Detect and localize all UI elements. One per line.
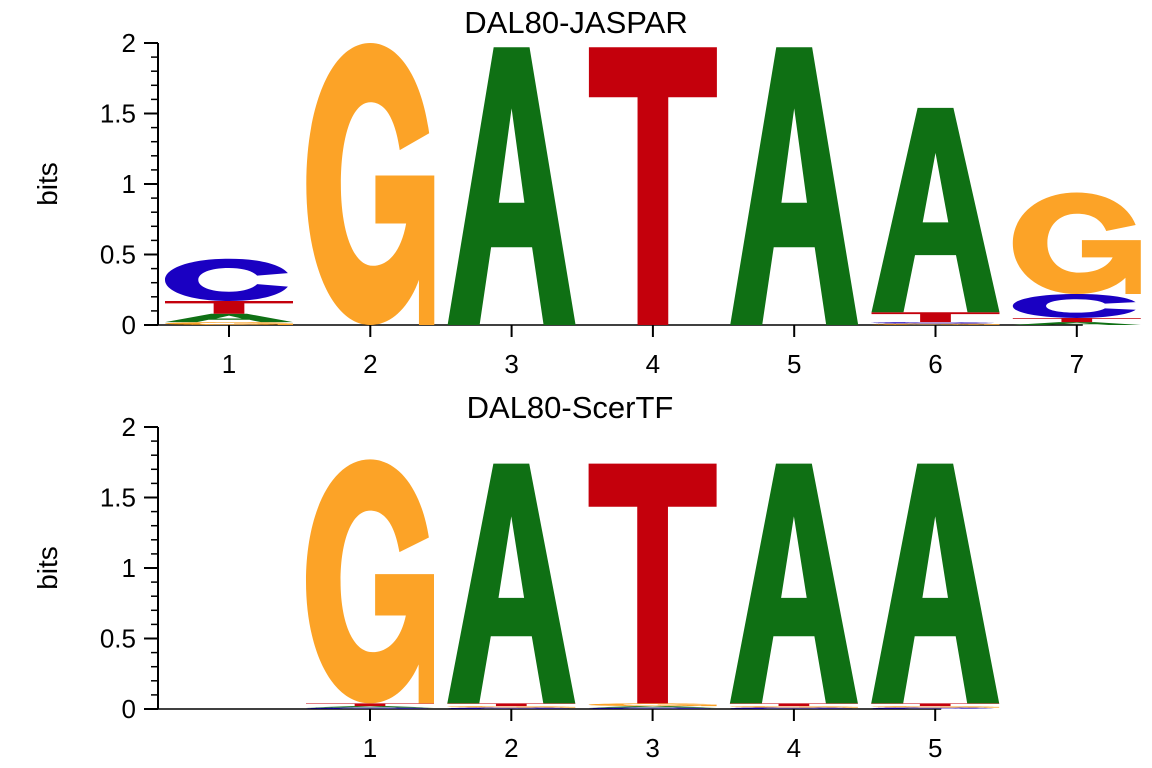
y-tick-label: 1 — [122, 553, 136, 583]
x-tick-label: 1 — [222, 349, 236, 379]
letter-T-pos-1 — [165, 301, 293, 314]
letter-C-pos-6 — [871, 322, 995, 324]
letter-G-pos-5 — [871, 706, 1000, 708]
letter-G-pos-1 — [165, 322, 293, 325]
letter-T-pos-6 — [871, 312, 1000, 323]
y-tick-label: 1 — [122, 169, 136, 199]
letter-C-pos-1 — [165, 258, 288, 302]
y-tick-label: 0 — [122, 310, 136, 340]
letter-G-pos-7 — [1012, 192, 1141, 294]
letter-T-pos-5 — [871, 703, 1000, 707]
x-tick-label: 1 — [363, 733, 377, 763]
letter-T-pos-1 — [306, 703, 434, 707]
letter-T-pos-4 — [588, 47, 717, 325]
x-tick-label: 4 — [646, 349, 660, 379]
y-axis-label: bits — [32, 546, 63, 590]
y-tick-label: 0 — [122, 694, 136, 724]
letter-A-pos-5 — [730, 47, 859, 325]
letter-G-pos-4 — [729, 706, 858, 708]
chart-title: DAL80-ScerTF — [467, 390, 674, 425]
letter-A-pos-2 — [447, 463, 576, 704]
letter-A-pos-3 — [447, 47, 576, 325]
letter-A-pos-6 — [871, 107, 1000, 313]
x-tick-label: 5 — [928, 733, 942, 763]
letter-G-pos-2 — [447, 706, 576, 708]
x-tick-label: 7 — [1070, 349, 1084, 379]
y-tick-label: 2 — [122, 28, 136, 58]
y-axis-label: bits — [32, 162, 63, 206]
x-tick-label: 2 — [363, 349, 377, 379]
letter-A-pos-3 — [588, 706, 717, 708]
letter-A-pos-5 — [871, 463, 1000, 704]
letter-T-pos-4 — [729, 703, 858, 707]
chart-title: DAL80-JASPAR — [464, 5, 687, 40]
letter-G-pos-1 — [306, 459, 434, 704]
letter-G-pos-3 — [588, 703, 717, 707]
logo-panel-1: DAL80-JASPAR 0 0.5 1 1.5 2 bits 1 2 3 4 5 6 7 — [32, 5, 1141, 379]
letter-A-pos-4 — [729, 463, 858, 704]
letter-T-pos-7 — [1012, 317, 1141, 323]
y-tick-label: 0.5 — [100, 240, 136, 270]
letter-A-pos-1 — [165, 313, 293, 323]
y-tick-label: 2 — [122, 412, 136, 442]
x-tick-label: 6 — [928, 349, 942, 379]
y-tick-label: 1.5 — [100, 99, 136, 129]
x-tick-label: 3 — [645, 733, 659, 763]
letter-G-pos-2 — [306, 43, 435, 325]
letter-T-pos-2 — [447, 703, 576, 707]
letter-T-pos-3 — [588, 463, 717, 704]
y-tick-label: 1.5 — [100, 483, 136, 513]
logo-panel-2: DAL80-ScerTF 0 0.5 1 1.5 2 bits 1 2 3 4 5 — [32, 390, 1000, 763]
letter-C-pos-7 — [1012, 293, 1136, 318]
x-tick-label: 2 — [504, 733, 518, 763]
x-tick-label: 3 — [504, 349, 518, 379]
letter-A-pos-1 — [306, 706, 434, 708]
x-tick-label: 4 — [787, 733, 801, 763]
x-tick-label: 5 — [787, 349, 801, 379]
y-tick-label: 0.5 — [100, 624, 136, 654]
